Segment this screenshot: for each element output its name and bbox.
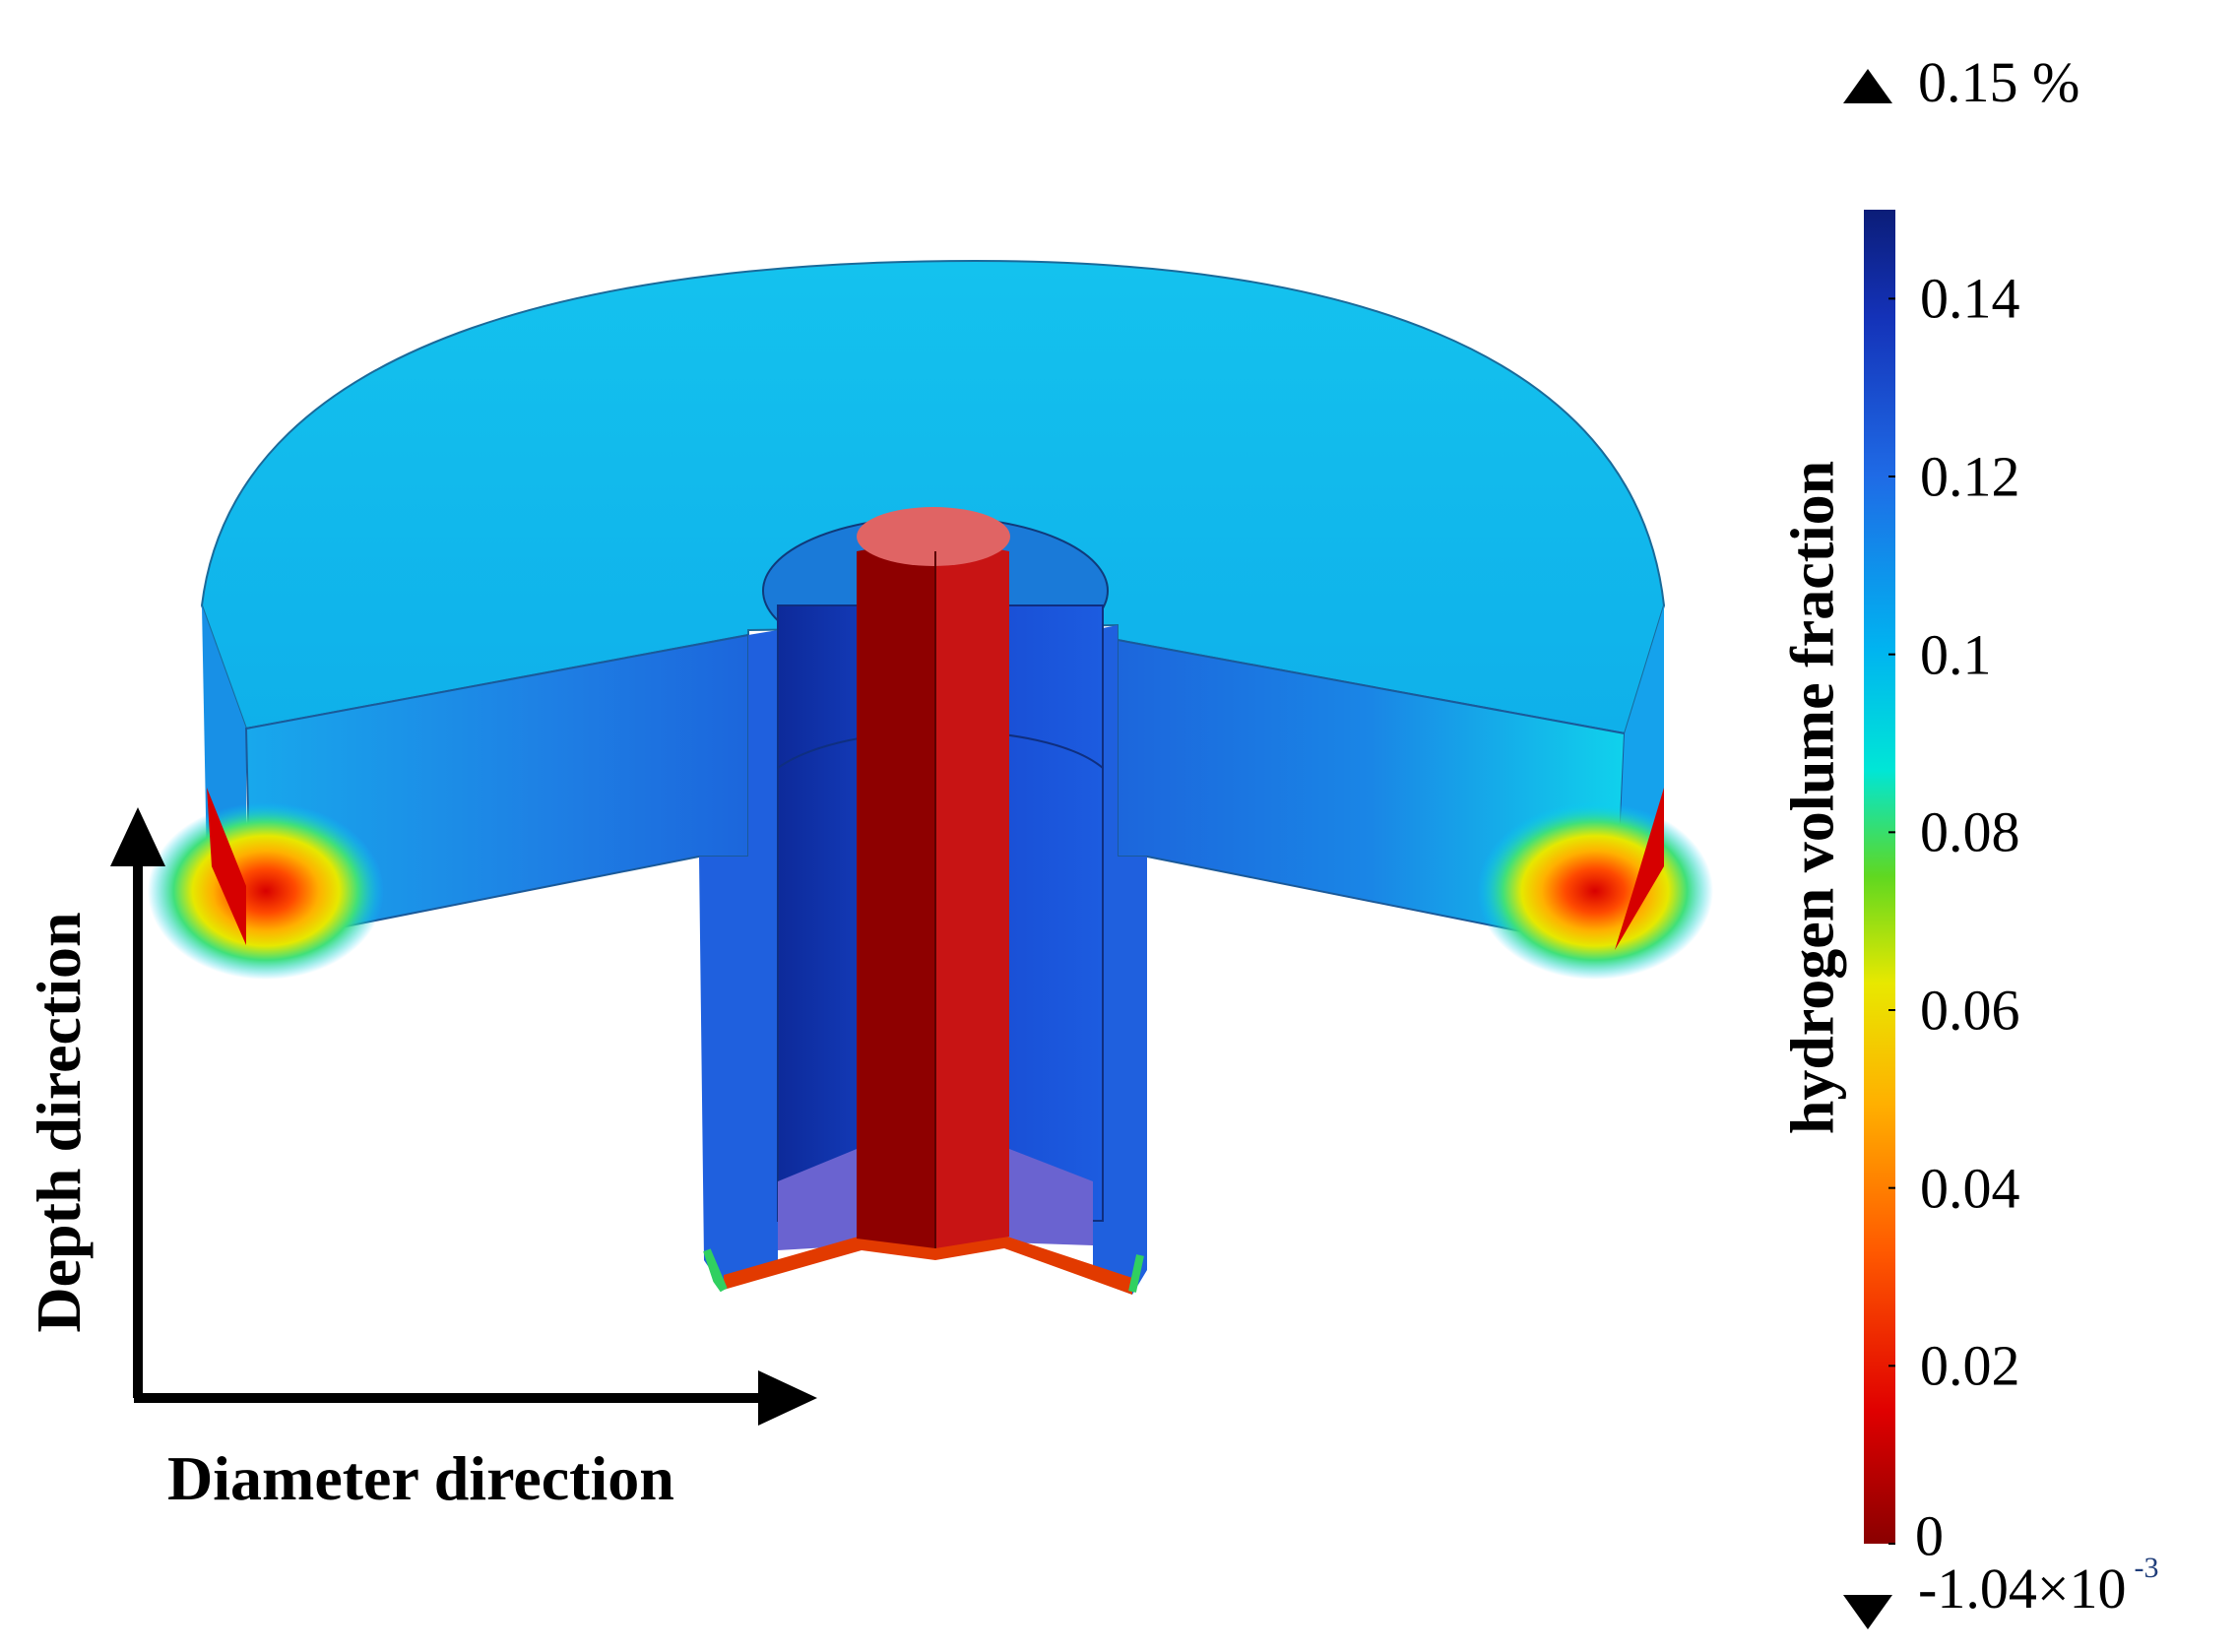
colorbar-tick-label: 0.14 — [1920, 266, 2020, 331]
pin-left-face — [857, 537, 935, 1248]
rim-right-bottom-hot — [1615, 788, 1664, 950]
colorbar-tick-label: 0.02 — [1920, 1333, 2020, 1398]
colorbar-gradient-bar — [1864, 210, 1895, 1544]
triangle-up-icon — [1843, 69, 1892, 103]
stem-bottom-green-left — [703, 1248, 728, 1293]
bore-bottom-right — [1004, 1147, 1093, 1245]
depth-arrow-head — [110, 807, 165, 866]
colorbar-tick-label: 0 — [1915, 1503, 1944, 1568]
direction-axes — [110, 807, 817, 1426]
colorbar-tick-label: 0.1 — [1920, 622, 1992, 687]
stem-bottom-green-right — [1128, 1254, 1144, 1293]
colorbar-ticks — [1888, 297, 1895, 1545]
stem-right — [1093, 625, 1147, 1295]
stem-left — [699, 630, 778, 1290]
diameter-direction-label: Diameter direction — [167, 1443, 674, 1513]
colorbar-min-label: -1.04×10 -3 — [1918, 1552, 2159, 1621]
colorbar-tick-label: 0.12 — [1920, 444, 2020, 509]
depth-direction-label: Depth direction — [24, 912, 94, 1333]
triangle-down-icon — [1843, 1595, 1892, 1629]
hotspot-left — [148, 802, 384, 980]
colorbar-max-label: 0.15 % — [1918, 50, 2080, 114]
hotspot-right — [1477, 802, 1713, 980]
bore-bottom-left — [778, 1147, 862, 1250]
colorbar-min-exponent: -3 — [2134, 1552, 2159, 1584]
disc-model — [148, 259, 1713, 1295]
disc-top-surface — [200, 259, 1666, 735]
rim-left-bottom-hot — [207, 788, 246, 945]
colorbar-tick-label: 0.04 — [1920, 1156, 2020, 1221]
pin-right-face — [935, 537, 1009, 1248]
diameter-arrow-head — [758, 1370, 817, 1426]
pin-top — [857, 507, 1010, 566]
stem-bottom-edge — [724, 1236, 1132, 1295]
colorbar-tick-label: 0.06 — [1920, 978, 2020, 1043]
colorbar — [1843, 69, 1895, 1629]
colorbar-min-base: -1.04×10 — [1918, 1557, 2127, 1620]
colorbar-tick-label: 0.08 — [1920, 799, 2020, 864]
colorbar-title: hydrogen volume fraction — [1779, 460, 1847, 1135]
